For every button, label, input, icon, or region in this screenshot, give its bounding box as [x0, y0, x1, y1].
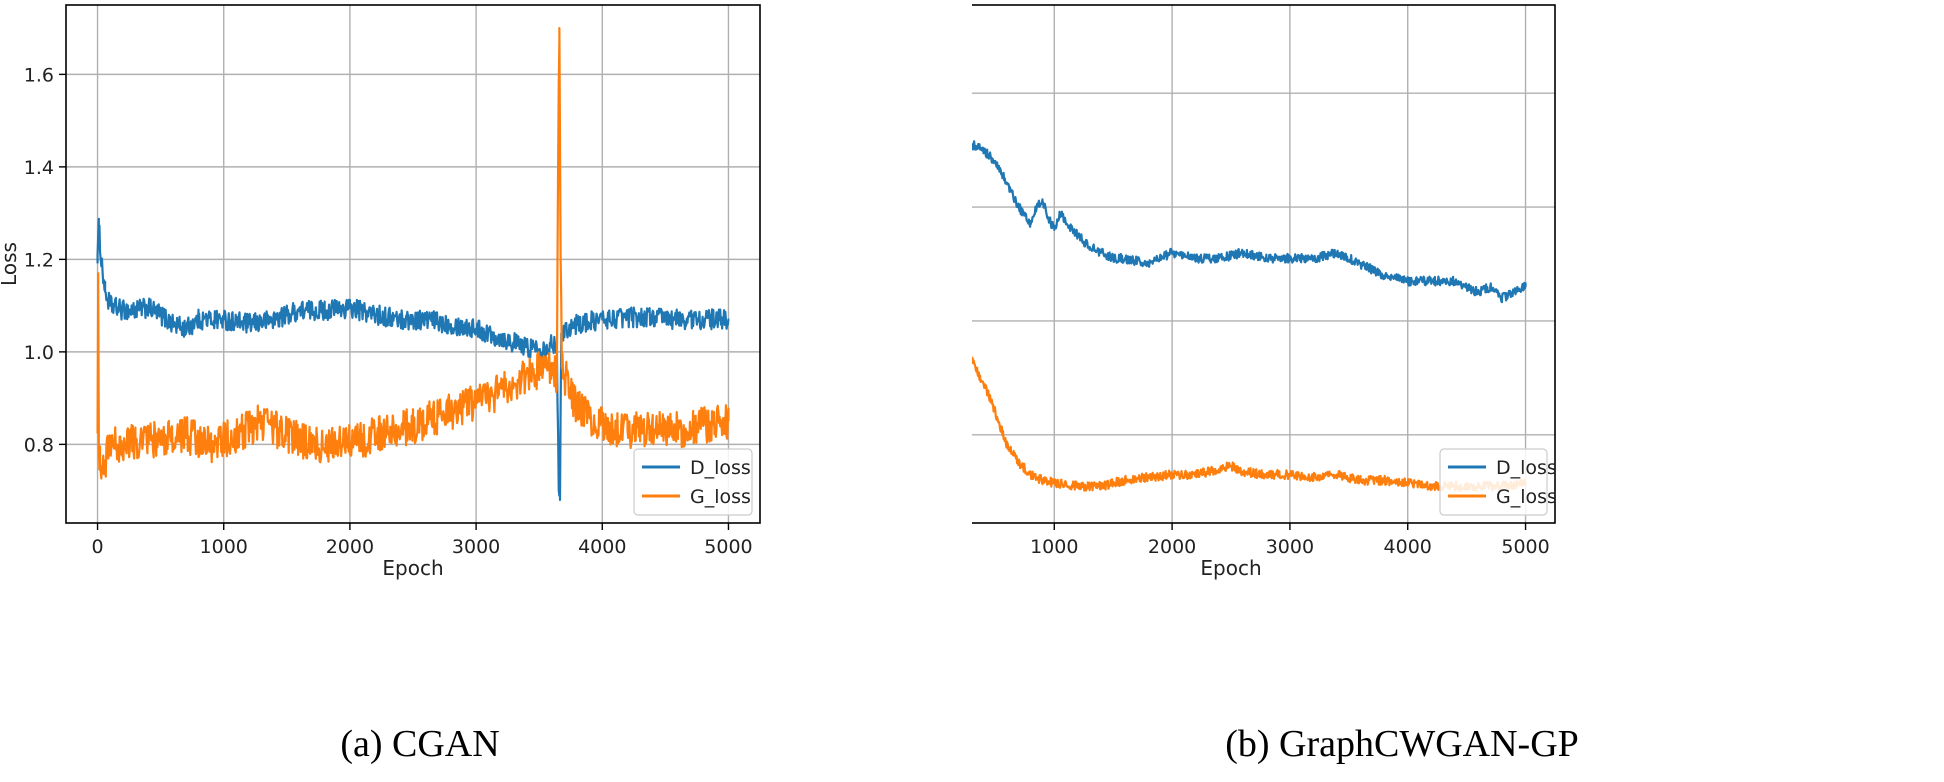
x-tick-label: 5000	[1501, 536, 1549, 558]
caption-a: (a) CGAN	[340, 723, 500, 765]
x-tick-label: 5000	[704, 536, 752, 558]
plot-frame	[65, 4, 761, 524]
y-tick-label: 1.4	[24, 157, 54, 179]
x-axis-label: Epoch	[382, 556, 443, 580]
legend-label-g-loss: G_loss	[690, 486, 751, 508]
caption-b: (b) GraphCWGAN-GP	[1225, 723, 1579, 765]
x-tick-label: 2000	[326, 536, 374, 558]
x-tick-label: 0	[91, 536, 103, 558]
y-axis-label: Loss	[0, 242, 21, 286]
legend-label-g-loss: G_loss	[1496, 486, 1557, 508]
x-tick-label: 1000	[1030, 536, 1078, 558]
x-tick-label: 4000	[1384, 536, 1432, 558]
series-line-g-loss	[96, 27, 730, 480]
y-tick-label: 0.8	[24, 434, 54, 456]
plot-frame	[972, 4, 1556, 524]
series-line-g-loss	[972, 356, 1527, 492]
x-tick-label: 3000	[1266, 536, 1314, 558]
series-line-d-loss	[96, 217, 730, 501]
series-line-d-loss	[972, 140, 1527, 304]
legend-label-d-loss: D_loss	[1496, 457, 1557, 479]
y-tick-label: 1.2	[24, 249, 54, 271]
y-tick-label: 1.0	[24, 342, 54, 364]
x-tick-label: 4000	[578, 536, 626, 558]
y-tick-label: 1.6	[24, 64, 54, 86]
x-tick-label: 3000	[452, 536, 500, 558]
x-tick-label: 2000	[1148, 536, 1196, 558]
chart-a: 0 1000 2000 3000 4000 5000 0.8 1.0 1.2 1.4 1.6 Epoc…	[0, 4, 761, 580]
x-axis-label: Epoch	[1200, 556, 1261, 580]
x-tick-label: 1000	[200, 536, 248, 558]
chart-b: 010002000300040005000−0.8−0.6−0.4−0.2Epo…	[972, 4, 1557, 580]
legend-label-d-loss: D_loss	[690, 457, 751, 479]
